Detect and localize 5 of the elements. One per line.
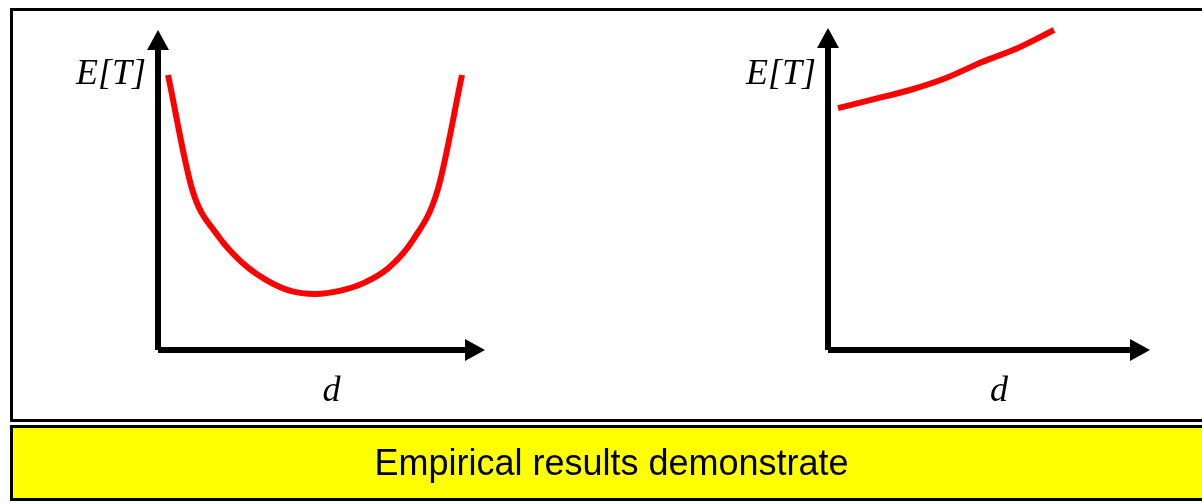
x-axis-title: d	[322, 369, 342, 410]
y-axis-title: E[T]	[74, 52, 146, 93]
y-axis-title: E[T]	[744, 52, 816, 93]
x-axis-title: d	[990, 369, 1009, 410]
text: Empirical results demonstrate	[10, 425, 1202, 501]
